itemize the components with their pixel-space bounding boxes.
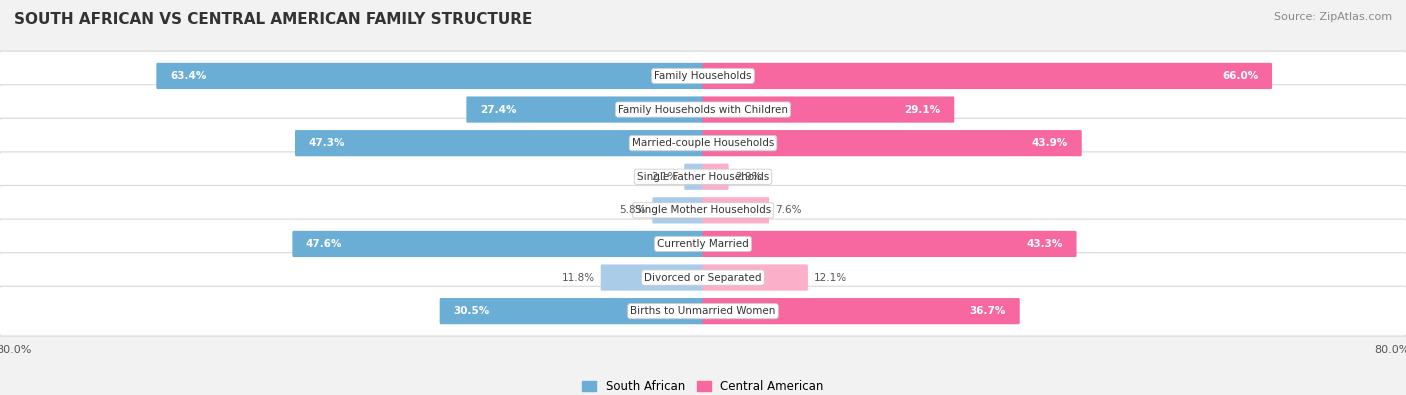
Text: 30.5%: 30.5% [453, 306, 489, 316]
FancyBboxPatch shape [0, 85, 1406, 134]
FancyBboxPatch shape [703, 96, 955, 123]
FancyBboxPatch shape [703, 164, 728, 190]
Text: 11.8%: 11.8% [561, 273, 595, 282]
FancyBboxPatch shape [703, 264, 808, 291]
FancyBboxPatch shape [0, 152, 1406, 201]
Text: SOUTH AFRICAN VS CENTRAL AMERICAN FAMILY STRUCTURE: SOUTH AFRICAN VS CENTRAL AMERICAN FAMILY… [14, 12, 533, 27]
Text: 7.6%: 7.6% [775, 205, 801, 215]
Text: Single Mother Households: Single Mother Households [636, 205, 770, 215]
FancyBboxPatch shape [0, 219, 1406, 269]
Text: Births to Unmarried Women: Births to Unmarried Women [630, 306, 776, 316]
FancyBboxPatch shape [685, 164, 703, 190]
Text: Family Households: Family Households [654, 71, 752, 81]
FancyBboxPatch shape [0, 286, 1406, 336]
Text: Divorced or Separated: Divorced or Separated [644, 273, 762, 282]
FancyBboxPatch shape [292, 231, 703, 257]
Text: Currently Married: Currently Married [657, 239, 749, 249]
Text: 47.3%: 47.3% [308, 138, 344, 148]
FancyBboxPatch shape [295, 130, 703, 156]
FancyBboxPatch shape [600, 264, 703, 291]
Text: 43.9%: 43.9% [1032, 138, 1069, 148]
FancyBboxPatch shape [156, 63, 703, 89]
FancyBboxPatch shape [703, 298, 1019, 324]
Text: Source: ZipAtlas.com: Source: ZipAtlas.com [1274, 12, 1392, 22]
Text: Single Father Households: Single Father Households [637, 172, 769, 182]
Text: 2.9%: 2.9% [735, 172, 762, 182]
FancyBboxPatch shape [703, 130, 1081, 156]
FancyBboxPatch shape [703, 231, 1077, 257]
Text: 2.1%: 2.1% [651, 172, 678, 182]
Text: 36.7%: 36.7% [970, 306, 1007, 316]
Text: 63.4%: 63.4% [170, 71, 207, 81]
FancyBboxPatch shape [703, 197, 769, 224]
FancyBboxPatch shape [0, 253, 1406, 303]
FancyBboxPatch shape [0, 186, 1406, 235]
Text: 12.1%: 12.1% [814, 273, 848, 282]
Text: 43.3%: 43.3% [1026, 239, 1063, 249]
FancyBboxPatch shape [0, 51, 1406, 101]
Text: Family Households with Children: Family Households with Children [619, 105, 787, 115]
FancyBboxPatch shape [440, 298, 703, 324]
Text: 29.1%: 29.1% [904, 105, 941, 115]
Text: 66.0%: 66.0% [1222, 71, 1258, 81]
FancyBboxPatch shape [652, 197, 703, 224]
Legend: South African, Central American: South African, Central American [578, 376, 828, 395]
Text: 47.6%: 47.6% [307, 239, 343, 249]
Text: 5.8%: 5.8% [620, 205, 647, 215]
Text: 27.4%: 27.4% [479, 105, 516, 115]
FancyBboxPatch shape [703, 63, 1272, 89]
FancyBboxPatch shape [467, 96, 703, 123]
Text: Married-couple Households: Married-couple Households [631, 138, 775, 148]
FancyBboxPatch shape [0, 118, 1406, 168]
